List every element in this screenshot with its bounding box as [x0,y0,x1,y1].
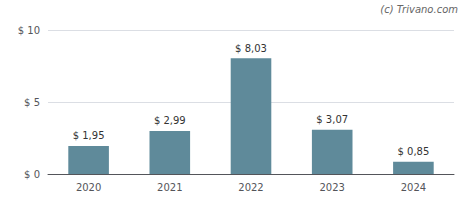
svg-text:$ 1,95: $ 1,95 [73,130,105,141]
svg-text:$ 8,03: $ 8,03 [235,43,267,54]
svg-text:2024: 2024 [401,182,426,193]
svg-text:$ 2,99: $ 2,99 [154,115,186,126]
svg-text:$ 0: $ 0 [24,169,40,180]
svg-text:2023: 2023 [319,182,344,193]
svg-text:$ 0,85: $ 0,85 [397,146,429,157]
svg-text:$ 3,07: $ 3,07 [316,114,348,125]
svg-text:2020: 2020 [76,182,101,193]
svg-text:$ 10: $ 10 [18,25,40,36]
svg-text:2022: 2022 [238,182,263,193]
svg-text:(c) Trivano.com: (c) Trivano.com [380,4,458,15]
svg-text:$ 5: $ 5 [24,97,40,108]
svg-text:2021: 2021 [157,182,182,193]
